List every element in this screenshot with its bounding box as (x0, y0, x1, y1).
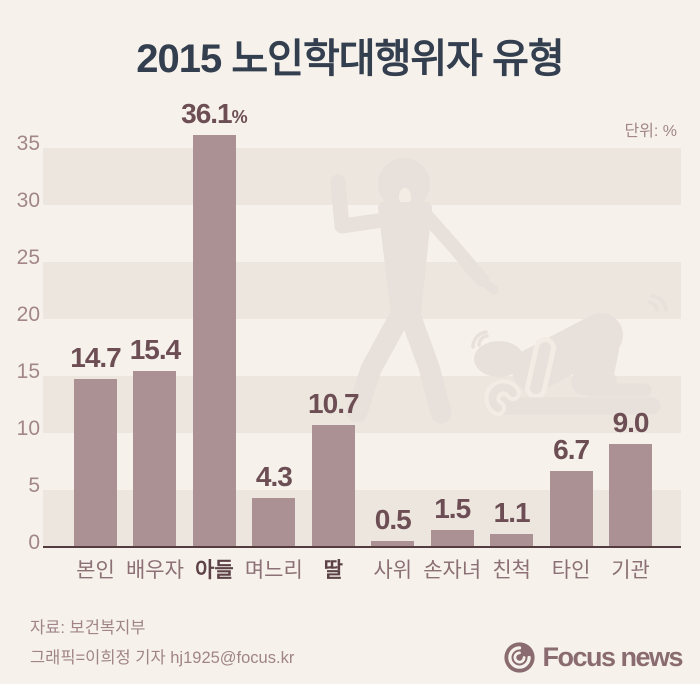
bar-사위 (371, 541, 415, 547)
grid-band (43, 262, 681, 319)
bar-value-label: 14.7 (70, 342, 121, 373)
category-label-타인: 타인 (551, 559, 591, 582)
bar-배우자 (133, 371, 177, 547)
y-tick-label: 20 (16, 303, 40, 326)
chart-title: 2015 노인학대행위자 유형 (136, 37, 564, 81)
bar-본인 (74, 379, 117, 547)
bar-value-label: 36.1% (181, 98, 248, 129)
bar-value-label: 10.7 (308, 388, 359, 419)
bar-타인 (549, 471, 593, 547)
category-label-며느리: 며느리 (244, 559, 303, 582)
y-tick-label: 5 (28, 474, 40, 497)
unit-label: 단위: % (624, 123, 677, 140)
source-note: 자료: 보건복지부 (30, 619, 146, 637)
bar-value-label: 9.0 (612, 407, 650, 438)
category-label-기관: 기관 (611, 559, 650, 582)
plot-area: 14.7 15.4 36.1% 4.3 10.7 0.5 1.5 1.1 6.7 9.0 (43, 98, 681, 547)
bar-value-label: 1.1 (493, 497, 531, 528)
category-label-친척: 친척 (492, 559, 531, 582)
y-tick-label: 30 (16, 189, 40, 212)
bar-아들 (192, 135, 236, 547)
y-tick-label: 15 (16, 360, 40, 383)
grid-band (43, 148, 681, 205)
category-label-아들: 아들 (195, 559, 234, 582)
bar-value-label: 0.5 (374, 504, 412, 535)
credit-note: 그래픽=이희정 기자 hj1925@focus.kr (30, 649, 295, 667)
y-tick-label: 25 (16, 246, 40, 269)
bar-손자녀 (430, 530, 474, 547)
category-label-딸: 딸 (323, 559, 343, 582)
logo-text: Focus news (542, 642, 683, 672)
category-label-본인: 본인 (76, 559, 115, 582)
y-tick-label: 0 (28, 531, 40, 554)
bar-value-label: 4.3 (255, 461, 293, 492)
y-tick-label: 10 (16, 417, 40, 440)
bar-친척 (490, 534, 534, 547)
category-label-손자녀: 손자녀 (423, 559, 482, 582)
focus-news-logo: Focus news (503, 641, 683, 674)
bar-며느리 (252, 498, 296, 547)
bar-value-label: 6.7 (553, 434, 590, 465)
bar-기관 (609, 444, 653, 547)
y-tick-label: 35 (16, 132, 40, 155)
aperture-swirl-icon (504, 642, 536, 673)
x-axis-line (43, 546, 681, 548)
percent-sign: % (231, 107, 248, 127)
bar-value-label: 15.4 (129, 334, 181, 365)
bar-딸 (311, 425, 355, 547)
category-label-배우자: 배우자 (125, 559, 184, 582)
bar-value-label: 1.5 (434, 493, 471, 524)
category-label-사위: 사위 (373, 559, 413, 582)
